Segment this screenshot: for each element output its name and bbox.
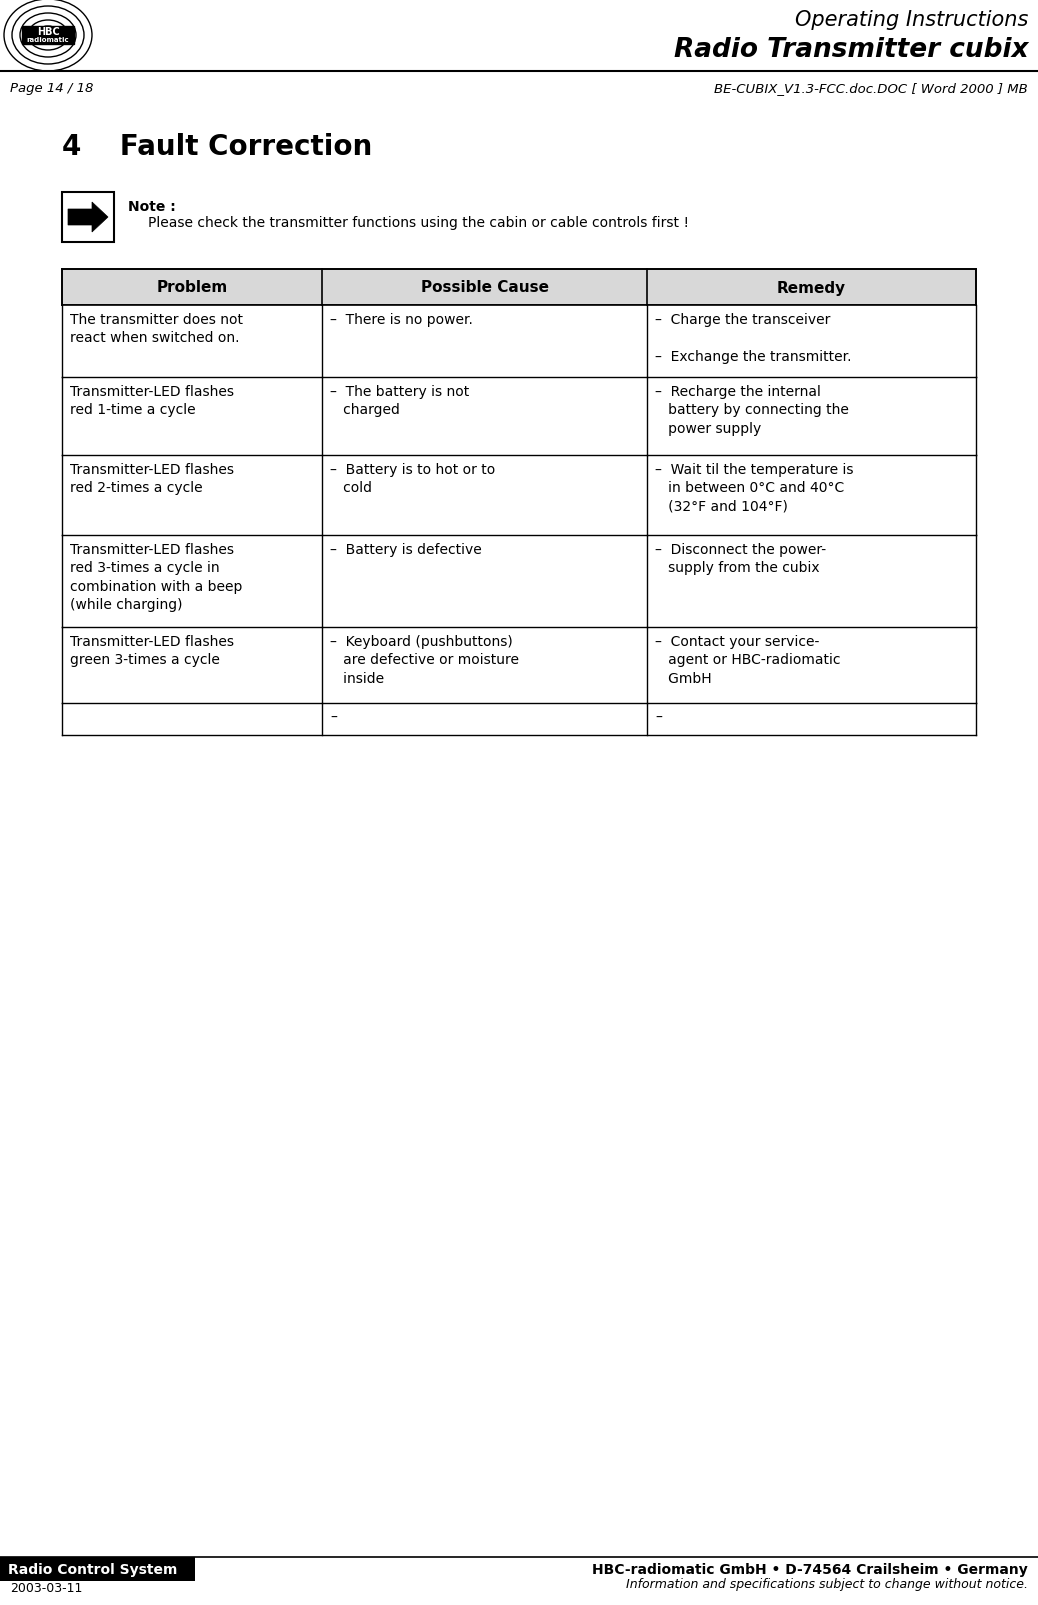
Text: –  The battery is not
   charged: – The battery is not charged	[330, 385, 470, 417]
Bar	[22, 27, 74, 45]
Text: Transmitter-LED flashes
red 3-times a cycle in
combination with a beep
(while ch: Transmitter-LED flashes red 3-times a cy…	[70, 542, 243, 612]
Text: Note :: Note :	[128, 201, 175, 213]
Text: Operating Instructions: Operating Instructions	[795, 10, 1028, 30]
Bar	[62, 307, 976, 377]
Text: The transmitter does not
react when switched on.: The transmitter does not react when swit…	[70, 313, 243, 345]
Text: –  Disconnect the power-
   supply from the cubix: – Disconnect the power- supply from the …	[655, 542, 826, 575]
Text: Transmitter-LED flashes
red 2-times a cycle: Transmitter-LED flashes red 2-times a cy…	[70, 462, 234, 494]
Text: –  Battery is defective: – Battery is defective	[330, 542, 483, 557]
Bar	[62, 377, 976, 456]
Bar	[0, 1557, 195, 1581]
Text: radiomatic: radiomatic	[27, 37, 70, 43]
Text: –: –	[655, 711, 662, 724]
Bar	[62, 536, 976, 628]
Text: –  Keyboard (pushbuttons)
   are defective or moisture
   inside: – Keyboard (pushbuttons) are defective o…	[330, 634, 519, 685]
Text: –  There is no power.: – There is no power.	[330, 313, 473, 327]
Text: Radio Control System: Radio Control System	[8, 1562, 177, 1576]
Text: –: –	[330, 711, 337, 724]
Text: Transmitter-LED flashes
green 3-times a cycle: Transmitter-LED flashes green 3-times a …	[70, 634, 234, 668]
Bar	[62, 628, 976, 703]
Bar	[62, 193, 114, 242]
Text: BE-CUBIX_V1.3-FCC.doc.DOC [ Word 2000 ] MB: BE-CUBIX_V1.3-FCC.doc.DOC [ Word 2000 ] …	[714, 82, 1028, 95]
Text: –  Charge the transceiver

–  Exchange the transmitter.: – Charge the transceiver – Exchange the …	[655, 313, 851, 364]
Text: Transmitter-LED flashes
red 1-time a cycle: Transmitter-LED flashes red 1-time a cyc…	[70, 385, 234, 417]
Text: 2003-03-11: 2003-03-11	[10, 1581, 82, 1594]
Bar	[62, 703, 976, 735]
Text: HBC: HBC	[36, 27, 59, 37]
Text: –  Battery is to hot or to
   cold: – Battery is to hot or to cold	[330, 462, 496, 494]
Text: Remedy: Remedy	[776, 281, 846, 295]
Text: HBC-radiomatic GmbH • D-74564 Crailsheim • Germany: HBC-radiomatic GmbH • D-74564 Crailsheim…	[593, 1562, 1028, 1576]
Text: –  Contact your service-
   agent or HBC-radiomatic
   GmbH: – Contact your service- agent or HBC-rad…	[655, 634, 841, 685]
Text: Radio Transmitter cubix: Radio Transmitter cubix	[674, 37, 1028, 63]
Text: Please check the transmitter functions using the cabin or cable controls first !: Please check the transmitter functions u…	[148, 215, 689, 230]
Text: Problem: Problem	[157, 281, 228, 295]
Text: –  Wait til the temperature is
   in between 0°C and 40°C
   (32°F and 104°F): – Wait til the temperature is in between…	[655, 462, 853, 514]
Text: Possible Cause: Possible Cause	[420, 281, 549, 295]
Text: –  Recharge the internal
   battery by connecting the
   power supply: – Recharge the internal battery by conne…	[655, 385, 849, 435]
Text: Information and specifications subject to change without notice.: Information and specifications subject t…	[626, 1578, 1028, 1591]
Text: Page 14 / 18: Page 14 / 18	[10, 82, 93, 95]
Bar	[62, 456, 976, 536]
Polygon shape	[69, 202, 108, 233]
Bar	[62, 270, 976, 307]
Text: 4    Fault Correction: 4 Fault Correction	[62, 133, 373, 160]
